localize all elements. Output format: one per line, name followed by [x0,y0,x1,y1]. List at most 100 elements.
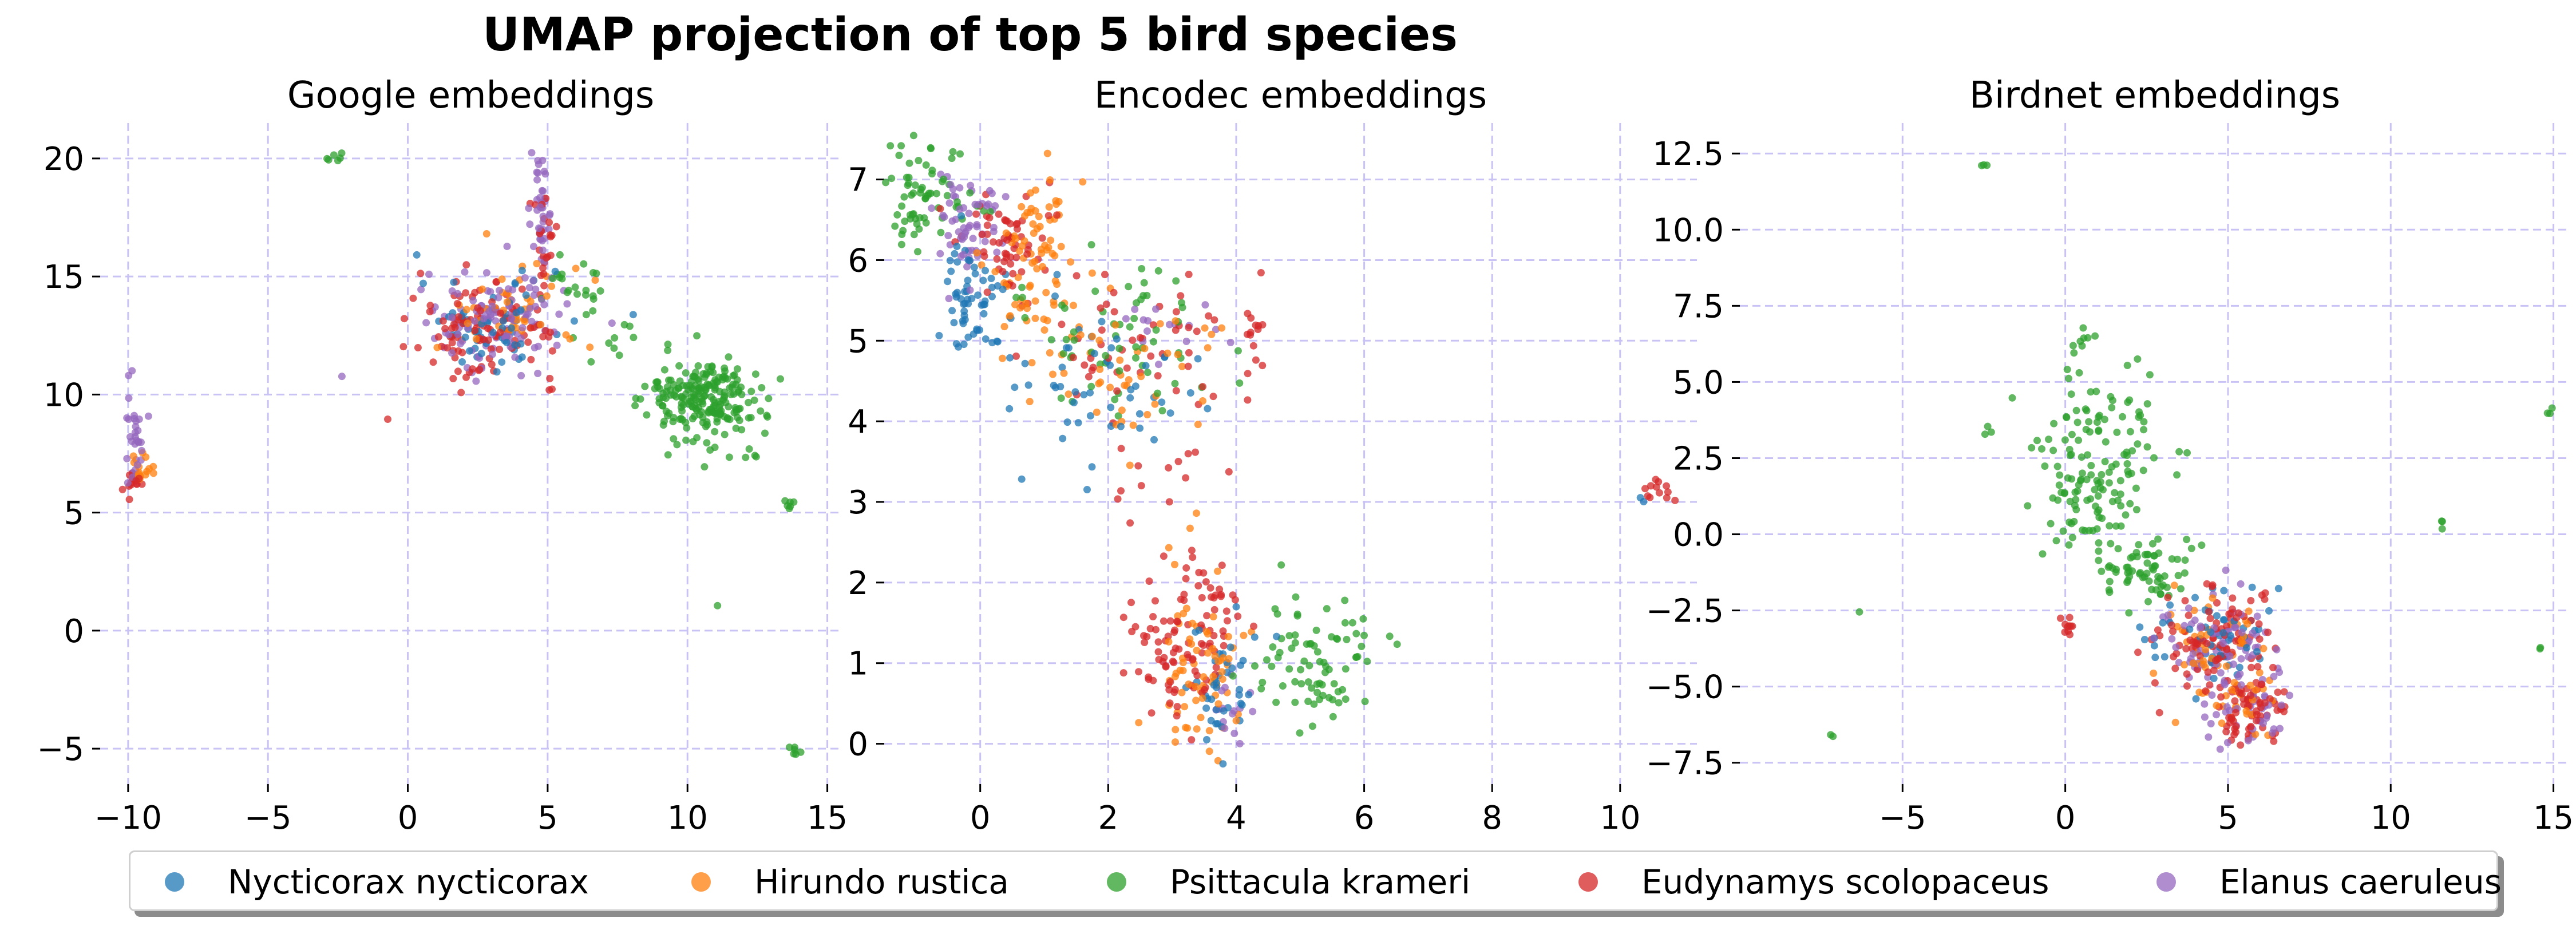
data-point [2236,689,2243,697]
data-point [2125,609,2133,617]
data-point [733,407,741,415]
data-point [1137,334,1144,342]
data-point [565,286,573,294]
data-point [1249,707,1257,715]
data-point [2209,581,2217,589]
data-point [1115,345,1123,353]
data-point [2210,666,2218,674]
data-point [2124,468,2132,475]
data-point [676,377,684,385]
data-point [988,189,996,197]
data-point [2063,366,2071,374]
data-point [1038,234,1046,242]
data-point [2245,607,2253,615]
data-point [1271,605,1279,613]
data-point [1138,265,1146,272]
data-point [1199,397,1206,405]
data-point [713,418,721,426]
data-point [2065,446,2074,453]
data-point [703,369,710,377]
data-point [1297,680,1305,688]
data-point [664,346,672,354]
data-point [482,230,490,238]
data-point [1165,498,1173,506]
data-point [702,422,710,430]
data-point [953,258,961,266]
data-point [956,150,964,158]
data-point [1135,668,1142,676]
data-point [1057,394,1065,402]
data-point [1194,421,1202,429]
data-point [659,389,667,397]
data-point [1178,688,1186,697]
data-point [2189,659,2197,667]
data-point [426,302,434,310]
data-point [660,366,668,374]
data-point [2246,682,2254,690]
y-tick-label: 12.5 [1652,136,1724,173]
data-point [465,347,473,355]
data-point [131,433,139,441]
data-point [417,286,425,294]
data-point [957,295,965,303]
data-point [2192,695,2200,703]
data-point [2116,490,2124,498]
data-point [2093,525,2101,533]
data-point [742,453,750,461]
data-point [1136,424,1144,432]
data-point [2106,588,2114,596]
data-point [549,275,557,282]
data-point [556,251,564,259]
data-point [721,374,729,382]
data-point [2256,668,2264,676]
data-point [1130,315,1138,322]
data-point [1193,509,1200,517]
data-point [2140,426,2147,434]
data-point [1195,568,1203,576]
data-point [2255,620,2263,628]
data-point [643,411,651,419]
data-point [1285,665,1293,673]
data-point [721,430,729,438]
data-point [1209,644,1217,652]
data-point [2154,535,2162,543]
data-point [2163,583,2171,591]
data-point [2105,479,2113,487]
data-point [1079,178,1087,186]
data-point [539,187,547,195]
data-point [1117,422,1125,430]
data-point [2065,374,2072,382]
data-point [1102,300,1110,308]
data-point [540,282,548,290]
data-point [462,306,470,314]
data-point [751,370,759,378]
data-point [513,316,521,324]
data-point [511,353,519,361]
data-point [2049,446,2057,454]
data-point [1322,662,1330,670]
data-point [1026,398,1034,406]
data-point [458,358,466,366]
data-point [1147,352,1155,360]
data-point [1134,462,1142,470]
data-point [461,268,469,276]
data-point [1131,306,1139,313]
subplot-title: Google embeddings [287,74,654,117]
legend-marker [1578,872,1598,892]
data-point [1019,294,1026,302]
data-point [1172,326,1180,334]
data-point [717,400,725,408]
data-point [2219,616,2227,624]
data-point [1636,494,1644,502]
data-point [448,287,456,295]
data-point [1288,644,1296,652]
data-point [2237,636,2245,644]
data-point [1210,681,1218,689]
data-point [2098,567,2106,575]
data-point [1664,488,1672,496]
data-point [1251,633,1259,641]
y-tick-label: 10 [43,377,84,414]
data-point [1169,658,1177,666]
data-point [913,220,921,228]
data-point [2200,660,2207,668]
